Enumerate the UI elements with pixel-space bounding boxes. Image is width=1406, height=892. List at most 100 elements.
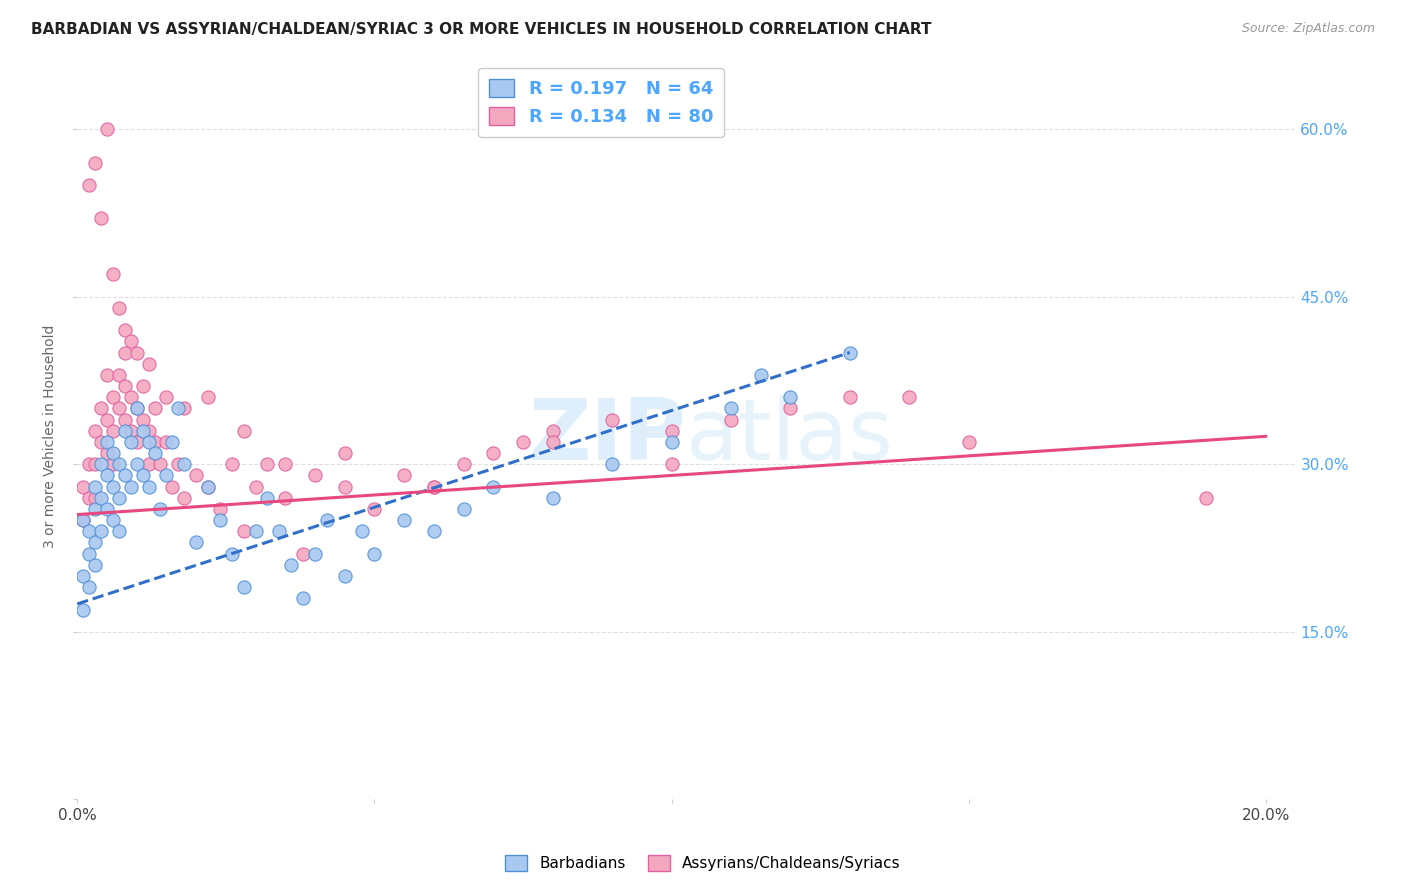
Point (541, 491, 564, 505)
Point (162, 434, 184, 449)
Point (184, 535, 207, 549)
Point (232, 524, 254, 539)
Point (512, 434, 534, 449)
Point (90, 491, 112, 505)
Point (120, 334, 142, 349)
Point (453, 457, 475, 471)
Point (131, 424, 153, 438)
Point (72, 513, 94, 527)
Point (138, 357, 160, 371)
Point (352, 524, 374, 539)
Point (292, 591, 315, 606)
Point (661, 434, 683, 449)
Point (269, 524, 291, 539)
Text: Source: ZipAtlas.com: Source: ZipAtlas.com (1241, 22, 1375, 36)
Point (72, 602, 94, 616)
Point (304, 547, 326, 561)
Point (221, 457, 243, 471)
Point (108, 368, 131, 382)
Point (90, 434, 112, 449)
Point (101, 457, 124, 471)
Point (90, 401, 112, 416)
Point (114, 345, 136, 359)
Point (232, 424, 254, 438)
Point (84, 424, 107, 438)
Point (101, 513, 124, 527)
Point (125, 401, 148, 416)
Point (256, 491, 278, 505)
Point (114, 468, 136, 483)
Point (184, 468, 207, 483)
Point (423, 524, 446, 539)
Point (84, 491, 107, 505)
Point (114, 412, 136, 426)
Point (114, 424, 136, 438)
Point (280, 558, 302, 572)
Point (84, 502, 107, 516)
Point (131, 412, 153, 426)
Point (167, 457, 190, 471)
Point (131, 379, 153, 393)
Point (197, 390, 219, 404)
Point (138, 480, 160, 494)
Point (155, 434, 177, 449)
Point (423, 480, 446, 494)
Point (96, 122, 118, 136)
Point (720, 412, 742, 426)
Point (838, 390, 860, 404)
Point (108, 301, 131, 315)
Point (120, 424, 142, 438)
Text: atlas: atlas (686, 395, 894, 478)
Point (108, 457, 131, 471)
Point (101, 268, 124, 282)
Point (143, 401, 166, 416)
Point (898, 390, 921, 404)
Point (245, 524, 267, 539)
Point (84, 535, 107, 549)
Point (77, 457, 100, 471)
Point (120, 390, 142, 404)
Point (114, 323, 136, 337)
Point (96, 434, 118, 449)
Point (173, 491, 195, 505)
Point (125, 434, 148, 449)
Point (96, 446, 118, 460)
Point (173, 401, 195, 416)
Point (173, 457, 195, 471)
Point (77, 524, 100, 539)
Point (143, 446, 166, 460)
Point (838, 345, 860, 359)
Point (120, 434, 142, 449)
Point (208, 513, 231, 527)
Point (96, 412, 118, 426)
Text: ZIP: ZIP (529, 395, 686, 478)
Point (101, 446, 124, 460)
Point (197, 480, 219, 494)
Point (143, 434, 166, 449)
Point (114, 379, 136, 393)
Point (453, 502, 475, 516)
Point (363, 547, 385, 561)
Point (90, 524, 112, 539)
Point (84, 558, 107, 572)
Point (232, 580, 254, 594)
Point (779, 390, 801, 404)
Point (84, 457, 107, 471)
Point (72, 480, 94, 494)
Y-axis label: 3 or more Vehicles in Household: 3 or more Vehicles in Household (44, 325, 58, 548)
Point (72, 569, 94, 583)
Point (77, 491, 100, 505)
Point (274, 457, 297, 471)
Point (108, 491, 131, 505)
Point (315, 513, 337, 527)
Point (482, 480, 505, 494)
Point (77, 547, 100, 561)
Point (96, 368, 118, 382)
Point (245, 480, 267, 494)
Point (96, 502, 118, 516)
Point (84, 155, 107, 169)
Point (957, 434, 980, 449)
Point (600, 412, 623, 426)
Point (304, 468, 326, 483)
Point (138, 434, 160, 449)
